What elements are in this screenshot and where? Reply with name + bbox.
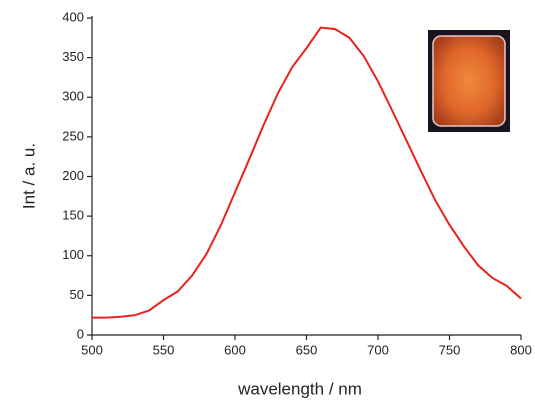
y-tick-label: 400 bbox=[62, 9, 84, 24]
y-tick-label: 250 bbox=[62, 128, 84, 143]
x-tick-label: 550 bbox=[153, 342, 175, 357]
x-tick-label: 800 bbox=[510, 342, 532, 357]
x-tick-label: 600 bbox=[224, 342, 246, 357]
x-tick-label: 500 bbox=[81, 342, 103, 357]
y-tick-label: 0 bbox=[77, 326, 84, 341]
inset-sample bbox=[432, 35, 506, 127]
y-tick-label: 150 bbox=[62, 208, 84, 223]
y-tick-label: 50 bbox=[70, 287, 84, 302]
y-tick-label: 100 bbox=[62, 247, 84, 262]
y-tick-label: 300 bbox=[62, 89, 84, 104]
x-axis-title: wavelength / nm bbox=[237, 379, 362, 398]
x-tick-label: 700 bbox=[367, 342, 389, 357]
y-axis-title: Int / a. u. bbox=[19, 143, 38, 209]
line-series bbox=[92, 26, 522, 319]
x-tick-label: 750 bbox=[439, 342, 461, 357]
y-tick-label: 200 bbox=[62, 168, 84, 183]
x-tick-label: 650 bbox=[296, 342, 318, 357]
inset-photo bbox=[428, 30, 510, 132]
y-tick-label: 350 bbox=[62, 49, 84, 64]
